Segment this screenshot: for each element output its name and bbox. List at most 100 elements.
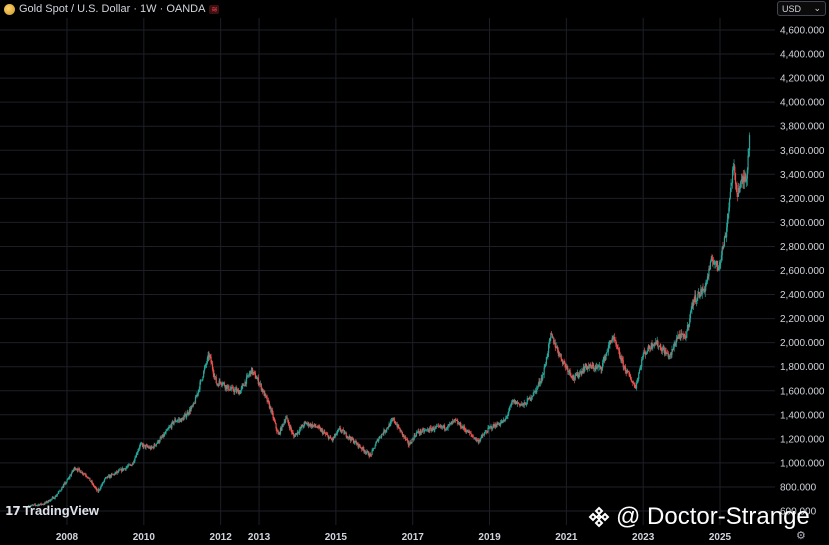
candle — [567, 365, 569, 375]
candle — [409, 439, 412, 445]
candle — [272, 410, 274, 421]
candle — [726, 222, 728, 243]
symbol-title[interactable]: Gold Spot / U.S. Dollar · 1W · OANDA — [19, 3, 206, 15]
candle — [401, 431, 403, 438]
candle — [282, 423, 284, 428]
candle — [40, 502, 42, 506]
candle — [321, 428, 323, 433]
candle — [206, 356, 208, 365]
y-tick-label: 1,200.000 — [780, 434, 825, 445]
candle — [215, 374, 217, 384]
price-axis[interactable]: 600.000 800.000 1,000.000 1,200.000 1,400.00… — [780, 26, 825, 518]
candle — [693, 296, 695, 306]
candle — [743, 169, 745, 190]
candle — [514, 398, 516, 404]
candle — [660, 343, 662, 351]
candle — [143, 444, 146, 446]
candle — [502, 417, 505, 423]
candle — [561, 358, 563, 362]
candle — [648, 344, 650, 350]
currency-selector[interactable]: USD ⌄ — [777, 1, 826, 16]
tradingview-logo[interactable]: 𝟭𝟳 TradingView — [5, 503, 99, 518]
candle — [626, 368, 628, 374]
grid-lines — [0, 18, 775, 525]
candle — [310, 423, 313, 430]
chart-legend[interactable]: Gold Spot / U.S. Dollar · 1W · OANDA ≋ — [4, 2, 220, 16]
candle — [610, 339, 613, 344]
candle — [231, 384, 234, 388]
candle — [437, 423, 439, 427]
candle — [286, 415, 288, 419]
candle — [225, 384, 228, 392]
candle — [75, 467, 77, 471]
candle — [80, 472, 82, 474]
candle — [126, 465, 128, 469]
candle — [564, 360, 566, 368]
candle — [185, 410, 187, 419]
candle — [381, 433, 383, 439]
candle — [497, 421, 499, 425]
candle — [556, 342, 558, 349]
candle — [463, 424, 466, 432]
candle — [717, 260, 719, 272]
candle — [360, 446, 362, 449]
candle — [130, 464, 132, 467]
candle — [395, 422, 398, 426]
candle — [197, 393, 199, 397]
candle — [506, 415, 508, 420]
candle — [192, 401, 194, 408]
candle — [122, 468, 124, 472]
candle — [731, 182, 733, 186]
candle — [125, 465, 127, 471]
candle — [275, 422, 277, 431]
candle — [495, 424, 497, 428]
candle — [33, 504, 35, 506]
candle — [79, 470, 81, 473]
candle — [738, 183, 740, 194]
gear-icon[interactable]: ⚙ — [796, 530, 806, 542]
candle — [488, 425, 490, 430]
candle — [389, 423, 391, 427]
candle — [372, 447, 375, 452]
candle — [39, 503, 41, 506]
candle — [686, 321, 689, 332]
candle — [169, 424, 172, 428]
candle — [499, 422, 501, 426]
candle — [614, 339, 616, 341]
candle — [465, 427, 467, 434]
candle — [312, 423, 314, 429]
candle — [154, 443, 156, 446]
candle — [212, 367, 214, 378]
candle — [607, 347, 609, 353]
candle — [131, 464, 133, 467]
candle — [489, 425, 491, 430]
candle — [562, 359, 564, 367]
candle — [143, 443, 145, 450]
candle — [695, 290, 697, 305]
candle — [45, 500, 47, 504]
candle — [246, 372, 248, 379]
candle — [250, 370, 252, 377]
candle — [102, 481, 104, 484]
candle — [98, 488, 101, 491]
candle — [491, 427, 494, 431]
candle — [580, 370, 582, 377]
candle — [639, 365, 641, 370]
candle — [623, 366, 625, 371]
candle — [706, 279, 708, 286]
candle — [482, 432, 484, 438]
candle — [440, 424, 443, 430]
candle — [494, 422, 497, 430]
tradingview-logo-text: TradingView — [22, 503, 100, 518]
candle — [505, 415, 507, 421]
time-axis[interactable]: 2008 2010 2012 2013 2015 2017 2019 2021 2023 2025 — [56, 532, 732, 543]
candle — [621, 355, 624, 364]
candle — [236, 386, 238, 394]
candle — [492, 423, 494, 429]
candle — [545, 356, 548, 366]
candle — [344, 431, 347, 434]
candle — [216, 382, 218, 387]
candle — [109, 474, 112, 479]
candle — [420, 428, 422, 436]
